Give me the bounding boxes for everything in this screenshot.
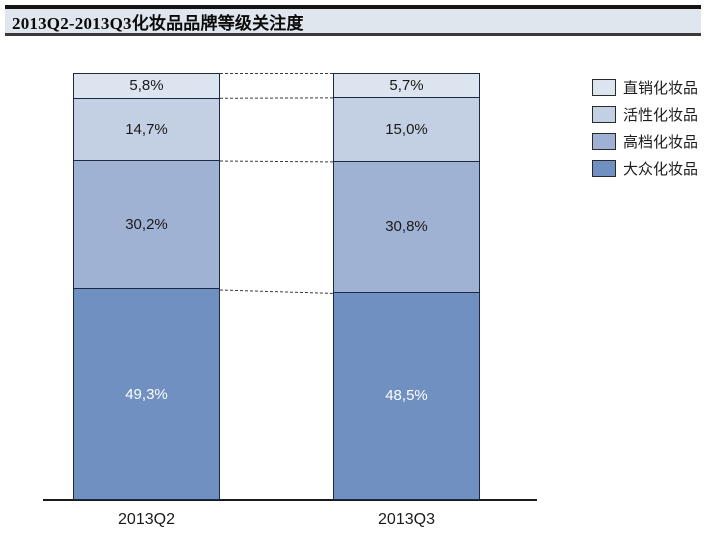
bar-segment: 30,2% xyxy=(74,161,219,290)
segment-value-label: 49,3% xyxy=(125,385,168,403)
legend-label: 活性化妆品 xyxy=(623,108,699,124)
segment-value-label: 30,2% xyxy=(125,216,168,234)
bar-segment: 49,3% xyxy=(74,289,219,499)
legend-label: 直销化妆品 xyxy=(623,81,699,97)
connector-line xyxy=(219,160,334,163)
page-title-bar: 2013Q2-2013Q3化妆品品牌等级关注度 xyxy=(5,5,701,36)
legend-swatch xyxy=(592,79,616,96)
stacked-bar: 5,8% 14,7% 30,2% 49,3% xyxy=(73,73,220,500)
legend: 直销化妆品活性化妆品高档化妆品大众化妆品 xyxy=(592,74,698,182)
x-axis-label: 2013Q2 xyxy=(118,511,175,528)
segment-value-label: 5,7% xyxy=(389,77,424,95)
segment-value-label: 15,0% xyxy=(385,121,428,139)
x-axis-label: 2013Q3 xyxy=(378,511,435,528)
segment-value-label: 5,8% xyxy=(129,77,164,95)
x-axis-line xyxy=(43,499,537,501)
legend-label: 高档化妆品 xyxy=(623,135,699,151)
bar-segment: 5,7% xyxy=(334,74,479,99)
legend-item: 活性化妆品 xyxy=(592,101,698,128)
bar-segment: 30,8% xyxy=(334,161,479,293)
bar-segment: 15,0% xyxy=(334,98,479,162)
legend-swatch xyxy=(592,160,616,177)
bar-segment: 14,7% xyxy=(74,98,219,162)
bar-segment: 5,8% xyxy=(74,74,219,99)
page-title: 2013Q2-2013Q3化妆品品牌等级关注度 xyxy=(12,13,304,33)
legend-item: 大众化妆品 xyxy=(592,155,698,182)
segment-value-label: 48,5% xyxy=(385,387,428,405)
legend-swatch xyxy=(592,106,616,123)
legend-item: 高档化妆品 xyxy=(592,128,698,155)
legend-label: 大众化妆品 xyxy=(623,162,699,178)
connector-line xyxy=(219,289,334,294)
segment-value-label: 30,8% xyxy=(385,218,428,236)
bar-segment: 48,5% xyxy=(334,292,479,499)
segment-value-label: 14,7% xyxy=(125,120,168,138)
legend-swatch xyxy=(592,133,616,150)
legend-item: 直销化妆品 xyxy=(592,74,698,101)
stacked-bar: 5,7% 15,0% 30,8% 48,5% xyxy=(333,73,480,500)
